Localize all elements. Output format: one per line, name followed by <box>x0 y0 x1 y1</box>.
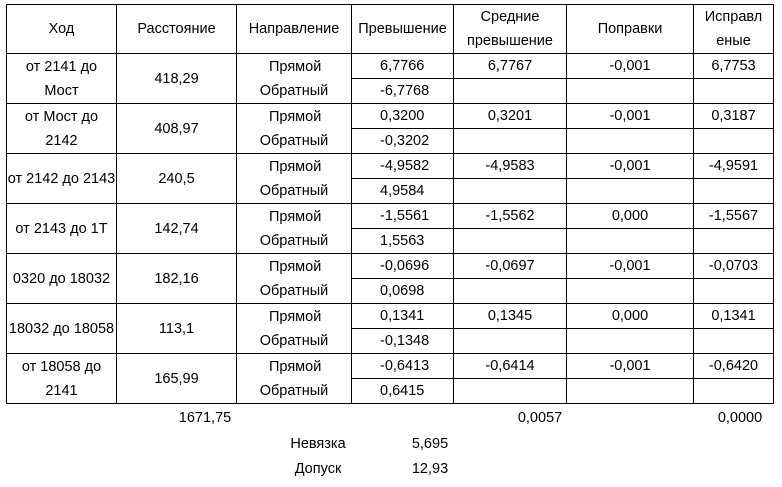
row-mean-excess: -1,5562 <box>453 204 566 229</box>
row-corrected: 0,3187 <box>693 104 774 129</box>
row-direction-forward: Прямой <box>236 354 351 379</box>
row-distance: 142,74 <box>116 204 236 254</box>
row-correction-blank <box>566 379 693 404</box>
row-mean-excess-blank <box>453 179 566 204</box>
row-correction: -0,001 <box>566 54 693 79</box>
row-excess-backward: 0,6415 <box>351 379 453 404</box>
row-direction-forward: Прямой <box>236 304 351 329</box>
tolerance-value: 12,93 <box>411 461 449 477</box>
row-direction-backward: Обратный <box>236 129 351 154</box>
row-direction-forward: Прямой <box>236 54 351 79</box>
row-direction-backward: Обратный <box>236 179 351 204</box>
row-excess-backward: -0,1348 <box>351 329 453 354</box>
row-distance: 113,1 <box>116 304 236 354</box>
row-mean-excess: 6,7767 <box>453 54 566 79</box>
header-direction: Направление <box>236 4 351 54</box>
row-mean-excess-blank <box>453 229 566 254</box>
header-corrected: Исправл еные <box>693 4 774 54</box>
row-distance: 165,99 <box>116 354 236 404</box>
row-route: 18032 до 18058 <box>6 304 116 354</box>
row-corrected-blank <box>693 329 774 354</box>
row-mean-excess-blank <box>453 129 566 154</box>
tolerance-label: Допуск <box>294 461 342 477</box>
row-distance: 418,29 <box>116 54 236 104</box>
row-distance: 182,16 <box>116 254 236 304</box>
row-direction-forward: Прямой <box>236 204 351 229</box>
header-mean-excess: Средние превышение <box>453 4 566 54</box>
row-corrected: 6,7753 <box>693 54 774 79</box>
row-route: от 2143 до 1Т <box>6 204 116 254</box>
row-corrected-blank <box>693 279 774 304</box>
row-mean-excess: -0,0697 <box>453 254 566 279</box>
row-corrected: -0,0703 <box>693 254 774 279</box>
row-route: от 2141 до Мост <box>6 54 116 104</box>
total-mean-excess: 0,0057 <box>517 410 563 426</box>
row-correction-blank <box>566 79 693 104</box>
row-route: от 2142 до 2143 <box>6 154 116 204</box>
row-route: от 18058 до 2141 <box>6 354 116 404</box>
row-correction: -0,001 <box>566 354 693 379</box>
row-direction-backward: Обратный <box>236 329 351 354</box>
header-hod: Ход <box>6 4 116 54</box>
row-excess-forward: -4,9582 <box>351 154 453 179</box>
row-excess-backward: -0,3202 <box>351 129 453 154</box>
row-correction-blank <box>566 229 693 254</box>
row-mean-excess: 0,3201 <box>453 104 566 129</box>
row-direction-forward: Прямой <box>236 254 351 279</box>
row-excess-forward: -0,0696 <box>351 254 453 279</box>
row-correction-blank <box>566 329 693 354</box>
row-corrected: 0,1341 <box>693 304 774 329</box>
row-mean-excess-blank <box>453 279 566 304</box>
row-corrected-blank <box>693 129 774 154</box>
row-correction: 0,000 <box>566 304 693 329</box>
row-mean-excess: -4,9583 <box>453 154 566 179</box>
total-distance: 1671,75 <box>178 410 232 426</box>
row-excess-forward: 6,7766 <box>351 54 453 79</box>
header-distance: Расстояние <box>116 4 236 54</box>
row-excess-backward: -6,7768 <box>351 79 453 104</box>
row-corrected-blank <box>693 179 774 204</box>
row-mean-excess-blank <box>453 379 566 404</box>
row-correction-blank <box>566 179 693 204</box>
row-excess-backward: 4,9584 <box>351 179 453 204</box>
row-mean-excess-blank <box>453 329 566 354</box>
row-correction: -0,001 <box>566 104 693 129</box>
row-corrected: -0,6420 <box>693 354 774 379</box>
row-correction: 0,000 <box>566 204 693 229</box>
header-excess: Превышение <box>351 4 453 54</box>
row-correction-blank <box>566 279 693 304</box>
row-excess-forward: -0,6413 <box>351 354 453 379</box>
row-distance: 240,5 <box>116 154 236 204</box>
row-correction: -0,001 <box>566 154 693 179</box>
row-excess-backward: 1,5563 <box>351 229 453 254</box>
row-direction-backward: Обратный <box>236 279 351 304</box>
row-excess-forward: 0,1341 <box>351 304 453 329</box>
header-corrections: Поправки <box>566 4 693 54</box>
row-correction-blank <box>566 129 693 154</box>
row-direction-backward: Обратный <box>236 79 351 104</box>
row-mean-excess: -0,6414 <box>453 354 566 379</box>
row-corrected: -4,9591 <box>693 154 774 179</box>
row-excess-backward: 0,0698 <box>351 279 453 304</box>
row-corrected-blank <box>693 379 774 404</box>
row-direction-backward: Обратный <box>236 229 351 254</box>
misclosure-label: Невязка <box>290 436 346 452</box>
row-mean-excess-blank <box>453 79 566 104</box>
row-corrected-blank <box>693 79 774 104</box>
row-mean-excess: 0,1345 <box>453 304 566 329</box>
row-direction-forward: Прямой <box>236 104 351 129</box>
row-direction-backward: Обратный <box>236 379 351 404</box>
row-excess-forward: 0,3200 <box>351 104 453 129</box>
row-corrected: -1,5567 <box>693 204 774 229</box>
row-route: от Мост до 2142 <box>6 104 116 154</box>
total-corrected: 0,0000 <box>717 410 763 426</box>
row-excess-forward: -1,5561 <box>351 204 453 229</box>
row-distance: 408,97 <box>116 104 236 154</box>
row-correction: -0,001 <box>566 254 693 279</box>
row-corrected-blank <box>693 229 774 254</box>
misclosure-value: 5,695 <box>411 436 449 452</box>
row-route: 0320 до 18032 <box>6 254 116 304</box>
row-direction-forward: Прямой <box>236 154 351 179</box>
